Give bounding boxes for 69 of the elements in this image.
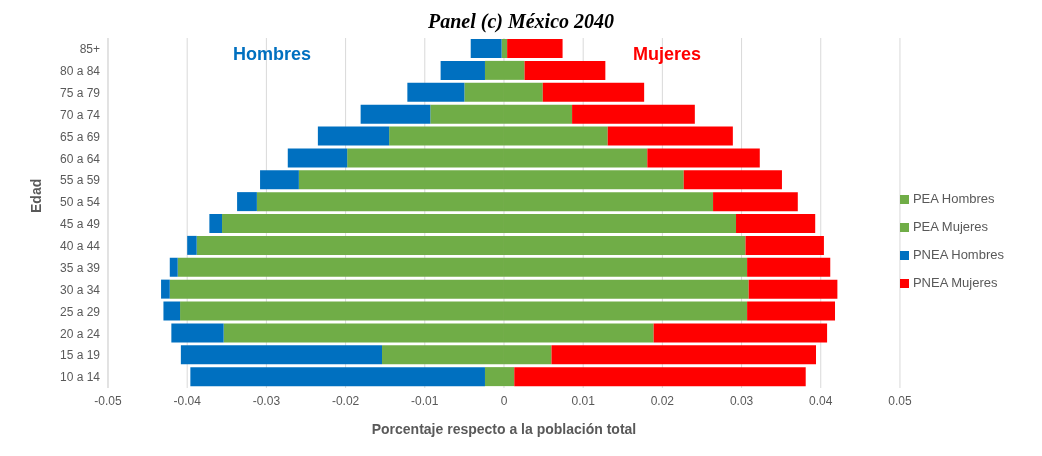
y-tick-label: 20 a 24 <box>59 326 101 341</box>
bar <box>748 279 838 299</box>
y-tick-label: 35 a 39 <box>59 260 101 275</box>
bar <box>287 148 348 168</box>
y-axis-title: Edad <box>27 178 44 213</box>
y-tick-label: 45 a 49 <box>59 217 101 232</box>
bar <box>180 345 383 365</box>
bar <box>209 214 223 233</box>
bar <box>169 257 178 277</box>
x-tick-label: 0 <box>500 393 508 408</box>
y-tick-label: 70 a 74 <box>59 107 101 122</box>
annotation: Mujeres <box>633 44 702 65</box>
bar <box>551 345 817 365</box>
y-tick-label: 75 a 79 <box>59 85 101 100</box>
legend-label: PNEA Mujeres <box>912 275 998 290</box>
y-tick-label: 25 a 29 <box>59 304 101 319</box>
x-tick-label: 0.05 <box>888 393 912 408</box>
bar <box>514 367 806 387</box>
y-tick-label: 85+ <box>79 42 100 57</box>
y-tick-label: 65 a 69 <box>59 129 101 144</box>
y-tick-label: 60 a 64 <box>59 151 101 166</box>
annotation: Hombres <box>233 44 312 65</box>
x-tick-label: 0.01 <box>571 393 596 408</box>
bar <box>237 192 257 212</box>
x-tick-label: -0.01 <box>411 393 439 408</box>
bar <box>190 367 485 387</box>
bar <box>260 170 299 190</box>
x-tick-label: -0.04 <box>173 393 202 408</box>
bar <box>507 39 563 58</box>
x-tick-label: -0.05 <box>94 393 122 408</box>
y-tick-label: 40 a 44 <box>59 239 101 254</box>
bar <box>542 82 645 102</box>
bar <box>683 170 782 190</box>
bar <box>317 126 390 146</box>
bar <box>653 323 828 343</box>
bar <box>440 60 485 80</box>
x-tick-label: -0.02 <box>331 393 360 408</box>
bar <box>171 323 224 343</box>
legend-label: PNEA Hombres <box>912 247 1004 262</box>
x-tick-label: -0.03 <box>252 393 281 408</box>
bar <box>161 279 170 299</box>
bar <box>745 235 824 255</box>
bar <box>360 104 431 124</box>
x-tick-label: 0.04 <box>809 393 833 408</box>
bar <box>163 301 181 321</box>
bar <box>187 235 197 255</box>
bar <box>736 214 816 233</box>
bar <box>470 39 502 58</box>
legend-label: PEA Mujeres <box>912 219 989 234</box>
bar <box>747 257 831 277</box>
bar <box>747 301 836 321</box>
y-tick-label: 80 a 84 <box>59 64 101 79</box>
x-axis-title: Porcentaje respecto a la población total <box>371 421 637 437</box>
y-tick-label: 15 a 19 <box>59 348 101 363</box>
bar <box>407 82 465 102</box>
legend-label: PEA Hombres <box>912 191 995 206</box>
y-tick-label: 10 a 14 <box>59 370 101 385</box>
bar <box>713 192 798 212</box>
bar <box>572 104 695 124</box>
bar <box>607 126 733 146</box>
y-tick-label: 50 a 54 <box>59 195 101 210</box>
bar <box>524 60 606 80</box>
x-tick-label: 0.02 <box>650 393 675 408</box>
y-tick-label: 55 a 59 <box>59 173 101 188</box>
x-tick-label: 0.03 <box>729 393 754 408</box>
bar <box>647 148 760 168</box>
chart-title: Panel (c) México 2040 <box>426 9 616 34</box>
bar <box>503 39 508 58</box>
y-tick-label: 30 a 34 <box>59 282 101 297</box>
